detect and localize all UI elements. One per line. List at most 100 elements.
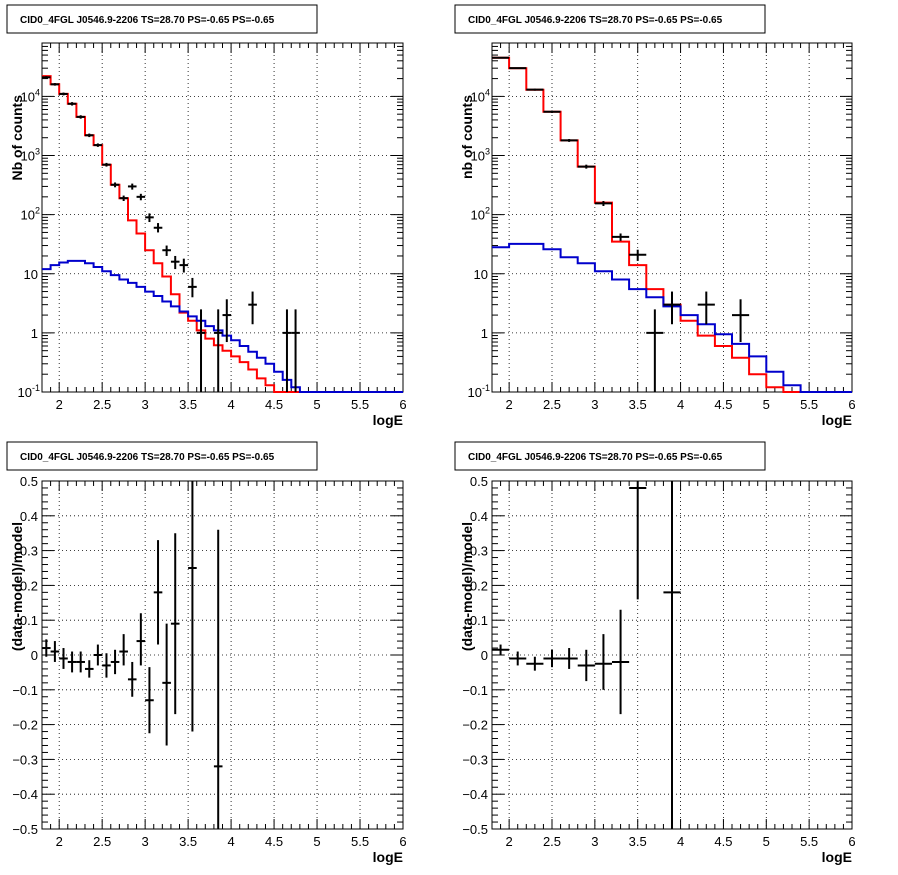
data-point (560, 648, 578, 669)
x-tick-label: 5.5 (800, 834, 818, 849)
x-tick-label: 5 (763, 834, 770, 849)
data-point (196, 309, 206, 392)
x-tick-label: 2.5 (543, 834, 561, 849)
y-tick-label: 102 (471, 206, 490, 223)
data-point (127, 661, 137, 697)
data-point (732, 299, 750, 343)
y-tick-label: 0.1 (20, 613, 38, 628)
chart-title: CID0_4FGL J0546.9-2206 TS=28.70 PS=-0.65… (20, 452, 275, 463)
data-point (84, 660, 94, 678)
data-point (213, 309, 223, 392)
data-point (102, 653, 111, 678)
data-point (179, 258, 189, 273)
data-point (291, 309, 300, 392)
data-point (153, 223, 163, 233)
y-tick-label: −0.1 (462, 683, 488, 698)
title-box (6, 4, 318, 34)
data-point (76, 651, 85, 673)
data-point (492, 56, 510, 59)
y-tick-label: −0.4 (462, 787, 488, 802)
x-axis-title: logE (373, 412, 403, 428)
data-point (119, 195, 128, 202)
x-tick-label: 2.5 (93, 834, 111, 849)
x-tick-label: 5 (763, 397, 770, 412)
y-tick-label: 102 (21, 206, 40, 223)
y-tick-label: 10-1 (468, 383, 490, 400)
y-axis-title: (data-model)/model (9, 522, 25, 651)
chart-title: CID0_4FGL J0546.9-2206 TS=28.70 PS=-0.65… (468, 15, 723, 26)
data-point (697, 291, 715, 325)
y-axis-title: (data-model)/model (459, 522, 475, 651)
data-point (663, 291, 681, 325)
data-point (76, 115, 85, 119)
x-tick-label: 4 (227, 397, 234, 412)
data-point (492, 644, 510, 655)
x-tick-label: 4.5 (714, 834, 732, 849)
data-point (67, 102, 77, 106)
x-tick-label: 5.5 (351, 397, 369, 412)
data-point (509, 67, 527, 70)
y-axis-title: nb of counts (459, 95, 475, 179)
x-tick-label: 2.5 (93, 397, 111, 412)
y-tick-label: 0.4 (470, 509, 488, 524)
y-tick-label: 0.2 (470, 578, 488, 593)
x-tick-label: 4.5 (714, 397, 732, 412)
data-point (543, 649, 561, 668)
data-point (59, 648, 68, 669)
data-point (110, 649, 120, 675)
plot-frame (41, 42, 404, 393)
y-tick-label: 0.5 (470, 474, 488, 489)
x-tick-label: 4 (677, 834, 684, 849)
title-box (454, 4, 766, 34)
data-point (84, 133, 94, 138)
data-point (629, 249, 647, 261)
x-tick-label: 3 (591, 397, 598, 412)
y-tick-label: 10 (24, 267, 38, 282)
data-point (42, 639, 51, 657)
x-tick-label: 3 (142, 397, 149, 412)
x-tick-label: 4 (677, 397, 684, 412)
chart-panel-2: CID0_4FGL J0546.9-2206 TS=28.70 PS=-0.65… (454, 4, 856, 428)
chart-panel-4: CID0_4FGL J0546.9-2206 TS=28.70 PS=-0.65… (454, 441, 856, 865)
y-tick-label: −0.4 (12, 787, 38, 802)
chart-panel-1: CID0_4FGL J0546.9-2206 TS=28.70 PS=-0.65… (6, 4, 407, 428)
y-tick-label: 0.4 (20, 509, 38, 524)
data-point (577, 164, 595, 169)
data-point (577, 649, 595, 682)
chart-panel-3: CID0_4FGL J0546.9-2206 TS=28.70 PS=-0.65… (6, 441, 407, 865)
data-point (50, 641, 60, 662)
x-tick-label: 5 (313, 397, 320, 412)
y-tick-label: −0.5 (462, 822, 488, 837)
data-point (67, 651, 77, 673)
x-tick-label: 3 (591, 834, 598, 849)
data-point (136, 613, 146, 666)
data-point (145, 667, 154, 734)
data-point (93, 143, 103, 147)
data-point (560, 139, 578, 142)
data-point (526, 88, 544, 91)
data-point (188, 481, 197, 732)
y-tick-label: 0.2 (20, 578, 38, 593)
data-point (213, 529, 223, 829)
data-point (629, 481, 647, 600)
y-tick-label: −0.2 (12, 718, 38, 733)
data-point (612, 233, 630, 241)
x-tick-label: 3 (142, 834, 149, 849)
plot-frame (491, 42, 853, 393)
y-tick-label: −0.3 (462, 752, 488, 767)
x-tick-label: 3.5 (629, 397, 647, 412)
data-point (543, 110, 561, 113)
chart-title: CID0_4FGL J0546.9-2206 TS=28.70 PS=-0.65… (468, 452, 723, 463)
x-axis-title: logE (822, 412, 852, 428)
y-tick-label: 10-1 (18, 383, 40, 400)
y-tick-label: −0.5 (12, 822, 38, 837)
data-point (50, 83, 60, 86)
x-tick-label: 6 (399, 834, 406, 849)
data-point (93, 644, 103, 666)
y-tick-label: −0.3 (12, 752, 38, 767)
x-tick-label: 4 (227, 834, 234, 849)
x-tick-label: 3.5 (629, 834, 647, 849)
y-tick-label: 10 (474, 267, 488, 282)
x-tick-label: 2 (56, 834, 63, 849)
